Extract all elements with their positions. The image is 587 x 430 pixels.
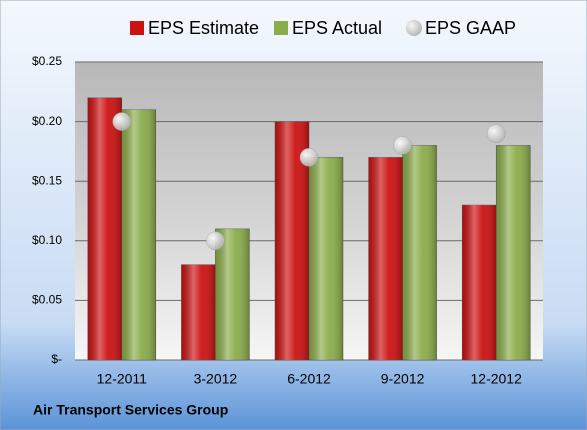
point-shine [112, 112, 131, 131]
legend-label: EPS Estimate [148, 18, 259, 38]
bar-shine [462, 205, 497, 360]
y-tick-label: $0.10 [32, 233, 62, 247]
legend-label: EPS GAAP [425, 18, 516, 38]
y-tick-label: $0.15 [32, 173, 62, 187]
point-shine [300, 148, 318, 167]
legend-label: EPS Actual [292, 18, 382, 38]
y-tick-label: $0.05 [32, 293, 62, 307]
x-tick-label: 6-2012 [287, 371, 331, 387]
legend-marker-shine [406, 20, 422, 36]
point-shine [393, 136, 412, 155]
bar-shine [496, 145, 531, 360]
x-tick-label: 12-2011 [97, 371, 148, 387]
bar-shine [181, 264, 216, 360]
bar-shine [87, 97, 122, 360]
bar-shine [309, 157, 343, 360]
y-tick-label: $- [51, 352, 62, 366]
point-shine [206, 231, 225, 250]
legend-marker [274, 21, 288, 35]
legend-marker [130, 21, 144, 35]
point-shine [487, 124, 506, 143]
footer: Air Transport Services Group [33, 402, 228, 418]
bar-shine [215, 228, 250, 360]
x-tick-label: 9-2012 [381, 371, 425, 387]
y-tick-label: $0.20 [32, 114, 62, 128]
bar-shine [121, 109, 156, 361]
y-tick-label: $0.25 [32, 54, 62, 68]
bar-shine [368, 157, 403, 360]
x-tick-label: 12-2012 [471, 371, 523, 387]
x-tick-label: 3-2012 [194, 371, 238, 387]
bar-shine [402, 145, 437, 360]
